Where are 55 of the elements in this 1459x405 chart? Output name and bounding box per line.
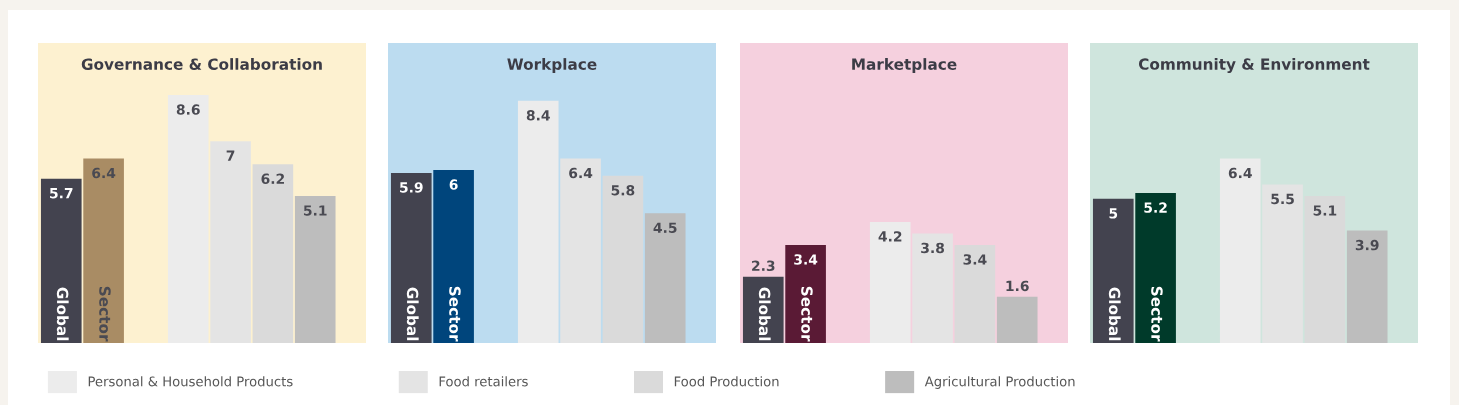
data-label: 8.4 [526,110,550,121]
bar [390,172,432,343]
data-label: 1.6 [1006,280,1029,292]
data-label: 6 [449,179,458,190]
data-label: 5 [1109,208,1118,219]
data-label: 5.9 [400,182,423,193]
data-label: 3.4 [794,254,818,265]
legend-label: Food retailers [439,376,528,387]
bar [1346,230,1388,343]
x-tick-label: Global [758,287,771,341]
x-tick-label: Sector [1151,286,1163,342]
bar [83,158,124,343]
data-label: 6.2 [261,173,284,185]
bar [742,276,784,343]
chart-title: Governance & Collaboration [81,58,322,70]
legend-label: Food Production [674,376,779,387]
data-label: 8.6 [176,104,200,115]
data-label: 5.8 [611,185,635,196]
data-label: 3.9 [1355,239,1379,251]
x-tick-label: Global [56,287,69,341]
bar [954,244,996,343]
x-tick-label: Global [1108,287,1121,341]
chart-title: Workplace [507,58,597,73]
bar [1092,198,1134,343]
data-label: 6.4 [569,167,593,179]
data-label: 5.1 [303,205,327,216]
data-label: 4.5 [653,222,677,234]
bar [996,296,1038,343]
bar [644,213,686,343]
bar [1135,193,1176,343]
data-label: 5.2 [1144,202,1167,213]
x-tick-label: Sector [801,286,813,342]
x-tick-label: Sector [99,286,111,342]
data-label: 3.4 [963,254,987,265]
data-label: 3.8 [921,242,945,254]
bar [40,178,82,343]
bar [294,195,336,343]
bar [602,175,644,343]
bar [785,244,826,343]
data-label: 2.3 [752,260,775,271]
data-label: 5.1 [1313,205,1337,216]
x-tick-label: Global [406,287,419,341]
chart-title: Community & Environment [1138,58,1370,73]
chart-title: Marketplace [852,58,957,73]
legend-label: Agricultural Production [924,376,1075,389]
bar [433,170,474,343]
bar [252,164,294,343]
data-label: 4.2 [878,231,902,242]
data-label: 7 [226,150,235,161]
data-label: 5.5 [1271,193,1294,205]
x-tick-label: Sector [449,286,461,342]
legend-label: Personal & Household Products [88,376,293,387]
data-label: 6.4 [1228,167,1252,179]
data-label: 5.7 [50,188,73,199]
data-label: 6.4 [92,167,116,179]
